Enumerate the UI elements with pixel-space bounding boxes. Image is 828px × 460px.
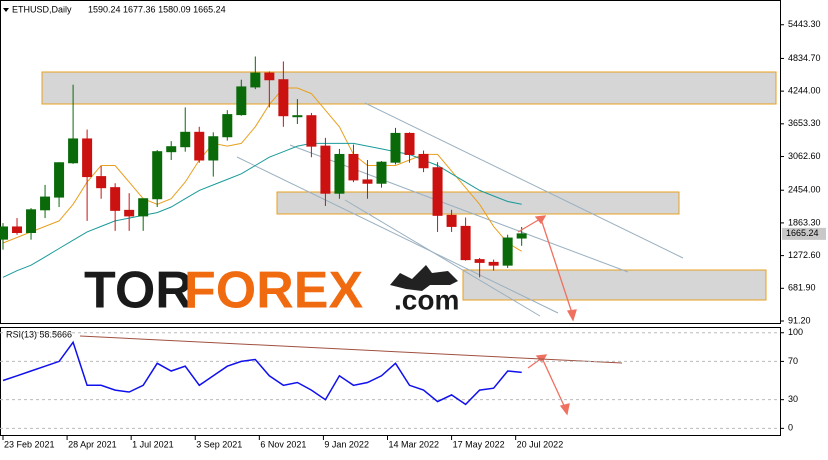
candle-body (194, 131, 205, 161)
arrow-head (534, 215, 547, 225)
price-label-box (782, 227, 826, 240)
zone (41, 71, 777, 105)
candle-body (502, 237, 513, 266)
y-tick-label: 1863.30 (788, 217, 821, 227)
x-tick-label: 20 Jul 2022 (517, 439, 564, 449)
candle-body (208, 136, 219, 161)
candle-body (26, 209, 37, 233)
candle-body (68, 138, 79, 164)
candle-body (334, 153, 345, 194)
candle-body (488, 261, 499, 266)
candle-body (138, 198, 149, 217)
candle-body (264, 72, 275, 81)
y-tick-label: 30 (788, 394, 798, 404)
x-tick-label: 6 Nov 2021 (260, 439, 306, 449)
candle-body (96, 176, 107, 189)
trendline (236, 156, 559, 314)
arrow (541, 357, 567, 411)
candle-body (306, 115, 317, 147)
symbol: ETHUSD,Daily (12, 4, 72, 14)
candle-body (124, 209, 135, 217)
candle-body (376, 161, 387, 184)
candle-body (390, 132, 401, 163)
x-tick-label: 1 Jul 2021 (132, 439, 174, 449)
x-tick-label: 3 Sep 2021 (196, 439, 242, 449)
x-tick-label: 28 Apr 2021 (68, 439, 117, 449)
y-tick-label: 3653.30 (788, 118, 821, 128)
y-tick-label: 70 (788, 356, 798, 366)
candle-body (516, 233, 527, 239)
candle-body (82, 138, 93, 178)
candle-body (348, 153, 359, 181)
x-tick-label: 14 Mar 2022 (388, 439, 439, 449)
y-tick-label: 1272.60 (788, 250, 821, 260)
candle-body (166, 146, 177, 153)
arrow-head (559, 403, 570, 416)
candle-body (152, 151, 163, 200)
y-tick-label: 2454.00 (788, 185, 821, 195)
logo-tor: TOR (84, 262, 193, 320)
logo-com: .com (394, 284, 459, 315)
ohlc: 1590.24 1677.36 1580.09 1665.24 (88, 4, 226, 14)
arrows (517, 215, 577, 416)
arrow-head (566, 309, 577, 322)
candle-body (362, 179, 373, 184)
arrow (517, 218, 541, 233)
rsi-label: RSI(13) 58.5666 (6, 329, 72, 339)
y-tick-label: 0 (788, 423, 793, 433)
y-tick-label: 5443.30 (788, 19, 821, 29)
candle-body (180, 131, 191, 148)
menu-arrow (3, 8, 9, 12)
candle-body (446, 214, 457, 227)
candle-body (474, 259, 485, 263)
y-tick-label: 681.90 (788, 283, 816, 293)
candle-body (418, 153, 429, 169)
candle-body (0, 226, 9, 240)
y-tick-label: 4244.00 (788, 86, 821, 96)
trendlines (236, 102, 684, 317)
x-tick-label: 17 May 2022 (453, 439, 505, 449)
trendline (344, 199, 541, 317)
x-tick-label: 9 Jan 2022 (324, 439, 369, 449)
candle-body (54, 162, 65, 198)
price-label: 1665.24 (786, 228, 819, 238)
moving-average (2, 142, 522, 278)
candle-body (278, 79, 289, 117)
candle-body (236, 86, 247, 116)
logo: TOR FOREX .com (84, 262, 459, 320)
arrow (540, 218, 574, 317)
rsi-trendline (79, 335, 623, 364)
x-tick-label: 23 Feb 2021 (4, 439, 55, 449)
candle-body (222, 114, 233, 138)
logo-forex: FOREX (184, 262, 363, 320)
trendline (289, 144, 629, 273)
y-tick-label: 4834.70 (788, 53, 821, 63)
candle-body (320, 145, 331, 194)
candle-body (460, 225, 471, 261)
marks (0, 56, 527, 278)
y-tick-label: 100 (788, 327, 803, 337)
candle-body (404, 132, 415, 155)
zone (462, 269, 767, 301)
candle-body (110, 187, 121, 211)
logo-bull (390, 265, 458, 291)
y-tick-label: 3062.60 (788, 151, 821, 161)
candle-body (12, 226, 23, 233)
moving-average (2, 87, 522, 252)
trendline (364, 102, 684, 259)
candle-body (250, 72, 261, 88)
candle-body (40, 196, 51, 211)
rsi-line (2, 340, 522, 406)
candle-body (432, 167, 443, 216)
y-tick-label: 91.20 (788, 315, 811, 325)
candle-body (292, 115, 303, 118)
rsi-panel (0, 327, 781, 436)
